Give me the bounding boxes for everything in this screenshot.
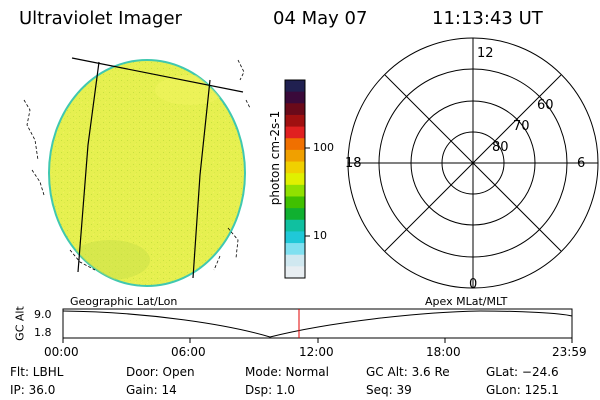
altitude-plot (62, 308, 573, 343)
colorbar-segment (285, 266, 305, 279)
mlt-label-18: 18 (345, 156, 362, 171)
alt-ylabel: GC Alt (13, 306, 27, 341)
colorbar-segment (285, 91, 305, 104)
x-tick-0000: 00:00 (44, 345, 79, 359)
info-dsp: Dsp: 1.0 (245, 383, 296, 397)
mlat-label-80: 80 (492, 140, 509, 155)
coastline (23, 59, 251, 271)
colorbar-segment (285, 208, 305, 221)
apex-title: Apex MLat/MLT (425, 295, 508, 308)
colorbar-segment (285, 114, 305, 128)
colorbar-segment (285, 173, 305, 186)
instrument-title: Ultraviolet Imager (19, 8, 182, 29)
colorbar (284, 79, 310, 279)
colorbar-segment (285, 196, 305, 209)
date-label: 04 May 07 (273, 8, 368, 29)
altitude-curve (62, 310, 573, 338)
mlat-label-60: 60 (537, 98, 554, 113)
info-seq: Seq: 39 (366, 383, 412, 397)
mlt-diagonal (384, 74, 562, 252)
colorbar-segment (285, 184, 305, 197)
colorbar-segment (285, 231, 305, 244)
mlat-label-70: 70 (513, 119, 530, 134)
x-tick-2359: 23:59 (552, 345, 587, 359)
x-axis-ticks (62, 338, 573, 343)
uv-image-disk (23, 57, 251, 287)
info-glon: GLon: 125.1 (486, 383, 559, 397)
info-gain: Gain: 14 (126, 383, 177, 397)
colorbar-segment (285, 219, 305, 232)
x-tick-0600: 06:00 (171, 345, 206, 359)
time-label: 11:13:43 UT (432, 8, 543, 29)
colorbar-border (284, 79, 306, 279)
latitude-line (71, 57, 244, 93)
info-door: Door: Open (126, 365, 195, 379)
info-filter: Flt: LBHL (10, 365, 64, 379)
polar-grid (347, 37, 599, 289)
colorbar-segment (285, 126, 305, 139)
colorbar-tick-100: 100 (313, 141, 334, 154)
mlt-label-0: 0 (469, 277, 478, 292)
colorbar-segment (285, 243, 305, 256)
colorbar-segment (285, 149, 305, 163)
geographic-title: Geographic Lat/Lon (70, 295, 178, 308)
colorbar-segment (285, 161, 305, 174)
colorbar-segment (285, 138, 305, 151)
colorbar-unit-label: photon cm-2s-1 (268, 110, 282, 206)
colorbar-segment (285, 103, 305, 116)
mlt-label-12: 12 (477, 46, 494, 61)
alt-ytick-top: 9.0 (34, 308, 52, 321)
colorbar-segment (285, 80, 305, 93)
alt-ytick-bottom: 1.8 (34, 326, 52, 339)
info-glat: GLat: −24.6 (486, 365, 559, 379)
x-tick-1200: 12:00 (299, 345, 334, 359)
meridian-line (77, 61, 100, 273)
info-gc-alt: GC Alt: 3.6 Re (366, 365, 450, 379)
colorbar-segment (285, 254, 305, 267)
x-tick-1800: 18:00 (426, 345, 461, 359)
colorbar-tick-10: 10 (313, 229, 327, 242)
info-ip: IP: 36.0 (10, 383, 56, 397)
info-mode: Mode: Normal (245, 365, 329, 379)
mlt-label-6: 6 (577, 156, 586, 171)
meridian-line (192, 79, 211, 279)
